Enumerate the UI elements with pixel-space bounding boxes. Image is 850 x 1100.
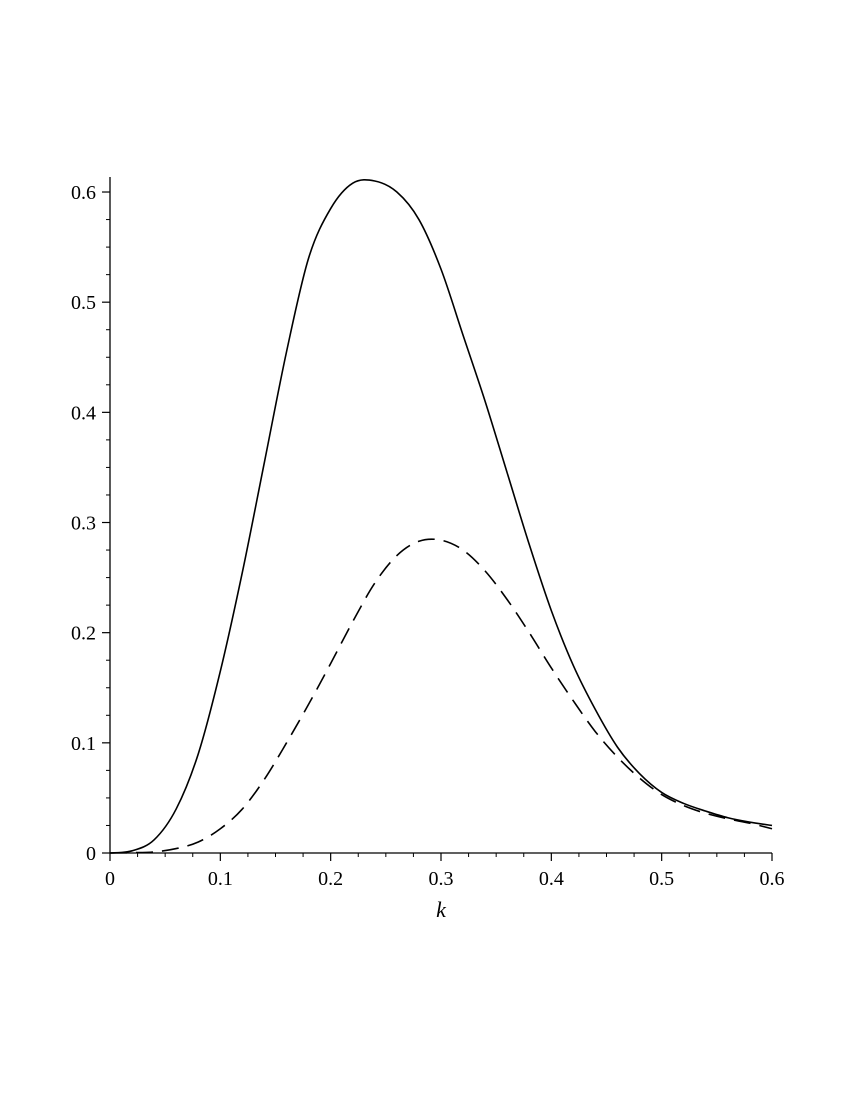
series-line-solid — [109, 179, 773, 854]
x-tick-label: 0.3 — [429, 868, 454, 890]
y-tick-label: 0 — [86, 843, 96, 865]
series-line-dashed — [109, 538, 773, 854]
x-tick-label: 0.1 — [208, 868, 233, 890]
y-tick-label: 0.5 — [71, 292, 96, 314]
x-tick-label: 0.6 — [760, 868, 785, 890]
x-axis-title: k — [436, 897, 447, 922]
y-tick-label: 0.1 — [71, 733, 96, 755]
x-tick-label: 0.4 — [539, 868, 564, 890]
y-tick-label: 0.6 — [71, 182, 96, 204]
x-tick-label: 0.5 — [649, 868, 674, 890]
y-tick-label: 0.4 — [71, 402, 96, 424]
series-layer — [109, 179, 773, 854]
x-tick-label: 0.2 — [318, 868, 343, 890]
axis-ticks: 0 0.1 0.2 0.3 0.4 0.5 0.6 0 0.1 0.2 0.3 0.4 0.5 0.6 — [71, 182, 785, 890]
y-tick-label: 0.3 — [71, 513, 96, 535]
x-tick-label: 0 — [105, 868, 115, 890]
y-tick-label: 0.2 — [71, 623, 96, 645]
